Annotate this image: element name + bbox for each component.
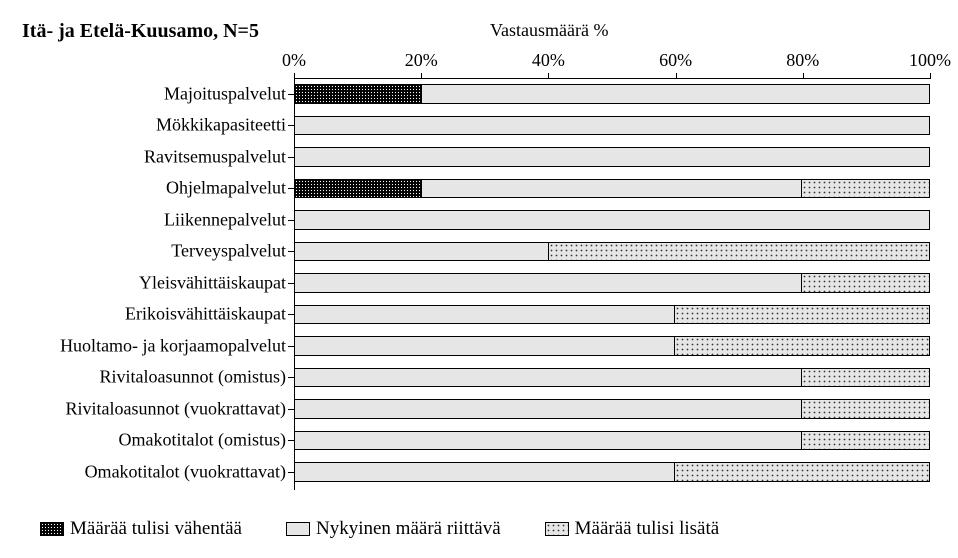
bar-segment-current: [295, 432, 802, 450]
x-ticks-row: 0%20%40%60%80%100%: [294, 44, 930, 78]
legend-swatch: [545, 522, 569, 536]
bar-track: [294, 336, 930, 356]
x-tick-label: 0%: [282, 50, 306, 71]
bar-track: [294, 305, 930, 325]
x-tick-label: 20%: [405, 50, 438, 71]
legend-item: Määrää tulisi vähentää: [40, 518, 242, 540]
category-label: Mökkikapasiteetti: [156, 115, 294, 136]
bar-track: [294, 368, 930, 388]
legend-swatch: [286, 522, 310, 536]
bar-row: Ohjelmapalvelut: [294, 173, 930, 205]
bar-track: [294, 431, 930, 451]
bar-segment-increase: [802, 180, 929, 198]
bar-segment-current: [295, 274, 802, 292]
category-label: Erikoisvähittäiskaupat: [125, 304, 294, 325]
category-label: Huoltamo- ja korjaamopalvelut: [60, 335, 294, 356]
bar-segment-current: [295, 243, 549, 261]
legend-label: Määrää tulisi lisätä: [575, 518, 720, 540]
category-label: Majoituspalvelut: [164, 83, 294, 104]
bar-segment-decrease: [295, 85, 422, 103]
bar-segment-current: [295, 369, 802, 387]
bar-track: [294, 179, 930, 199]
bar-segment-current: [295, 463, 675, 481]
chart-container: Itä- ja Etelä-Kuusamo, N=5 Vastausmäärä …: [0, 0, 958, 558]
category-label: Yleisvähittäiskaupat: [139, 272, 294, 293]
bar-segment-increase: [675, 337, 929, 355]
bar-segment-current: [295, 400, 802, 418]
category-label: Terveyspalvelut: [171, 241, 294, 262]
bar-segment-current: [295, 306, 675, 324]
bar-segment-current: [295, 117, 929, 135]
bar-track: [294, 273, 930, 293]
x-tick-label: 60%: [659, 50, 692, 71]
category-label: Omakotitalot (omistus): [119, 430, 294, 451]
bar-segment-increase: [802, 400, 929, 418]
bar-segment-increase: [549, 243, 929, 261]
bar-row: Huoltamo- ja korjaamopalvelut: [294, 330, 930, 362]
category-label: Liikennepalvelut: [164, 209, 294, 230]
x-tick-label: 100%: [909, 50, 951, 71]
bar-row: Rivitaloasunnot (vuokrattavat): [294, 393, 930, 425]
x-tick-label: 80%: [786, 50, 819, 71]
legend-label: Määrää tulisi vähentää: [70, 518, 242, 540]
legend-swatch: [40, 522, 64, 536]
bars-wrap: MajoituspalvelutMökkikapasiteettiRavitse…: [294, 78, 930, 488]
x-tick-mark: [930, 73, 931, 79]
bar-row: Terveyspalvelut: [294, 236, 930, 268]
bar-row: Liikennepalvelut: [294, 204, 930, 236]
category-label: Ravitsemuspalvelut: [144, 146, 294, 167]
bar-segment-current: [422, 85, 929, 103]
bar-row: Ravitsemuspalvelut: [294, 141, 930, 173]
plot-area: 0%20%40%60%80%100% MajoituspalvelutMökki…: [294, 44, 930, 490]
x-tick-label: 40%: [532, 50, 565, 71]
bar-segment-current: [295, 211, 929, 229]
bar-segment-decrease: [295, 180, 422, 198]
category-label: Ohjelmapalvelut: [166, 178, 294, 199]
bar-track: [294, 147, 930, 167]
bar-track: [294, 116, 930, 136]
legend: Määrää tulisi vähentää Nykyinen määrä rii…: [40, 518, 940, 540]
bar-segment-increase: [802, 432, 929, 450]
bar-track: [294, 210, 930, 230]
bar-segment-increase: [802, 274, 929, 292]
bar-row: Omakotitalot (vuokrattavat): [294, 456, 930, 488]
bar-row: Omakotitalot (omistus): [294, 425, 930, 457]
x-axis-title: Vastausmäärä %: [490, 20, 608, 41]
category-label: Omakotitalot (vuokrattavat): [85, 461, 294, 482]
legend-item: Määrää tulisi lisätä: [545, 518, 720, 540]
bar-row: Rivitaloasunnot (omistus): [294, 362, 930, 394]
chart-title: Itä- ja Etelä-Kuusamo, N=5: [22, 20, 259, 43]
bar-segment-increase: [675, 306, 929, 324]
bar-track: [294, 399, 930, 419]
category-label: Rivitaloasunnot (vuokrattavat): [66, 398, 294, 419]
bar-track: [294, 84, 930, 104]
bar-segment-increase: [675, 463, 929, 481]
legend-item: Nykyinen määrä riittävä: [286, 518, 501, 540]
bar-segment-current: [295, 337, 675, 355]
bar-track: [294, 242, 930, 262]
bar-row: Erikoisvähittäiskaupat: [294, 299, 930, 331]
bar-row: Majoituspalvelut: [294, 78, 930, 110]
bar-segment-current: [422, 180, 802, 198]
bar-segment-increase: [802, 369, 929, 387]
bar-segment-current: [295, 148, 929, 166]
legend-label: Nykyinen määrä riittävä: [316, 518, 501, 540]
bar-track: [294, 462, 930, 482]
bar-row: Mökkikapasiteetti: [294, 110, 930, 142]
category-label: Rivitaloasunnot (omistus): [100, 367, 295, 388]
bar-row: Yleisvähittäiskaupat: [294, 267, 930, 299]
